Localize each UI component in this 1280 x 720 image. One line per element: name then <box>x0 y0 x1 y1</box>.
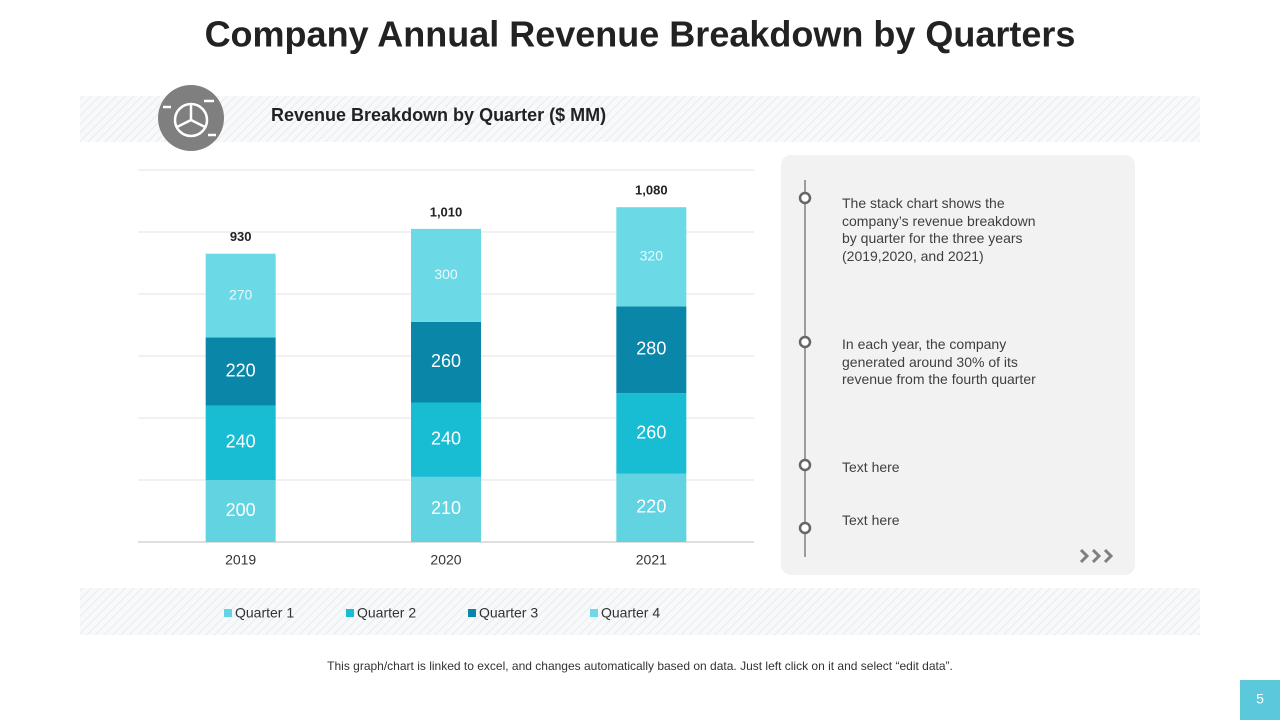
bar-segment <box>205 337 276 406</box>
legend-swatch <box>224 609 232 617</box>
legend-label: Quarter 1 <box>235 605 294 621</box>
bar-segment <box>616 393 687 474</box>
page-box <box>1240 680 1280 720</box>
data-label: 220 <box>226 360 256 380</box>
bar-segment <box>616 306 687 394</box>
data-label: 260 <box>636 422 666 442</box>
note: Text here <box>842 459 900 475</box>
note: Text here <box>842 512 900 528</box>
total-label: 1,080 <box>635 183 668 198</box>
total-label: 930 <box>230 229 252 244</box>
note: In each year, the company generated arou… <box>842 336 1036 387</box>
legend-swatch <box>468 609 476 617</box>
slide-title: Company Annual Revenue Breakdown by Quar… <box>205 14 1076 55</box>
bar-segment <box>411 321 481 403</box>
legend-label: Quarter 4 <box>601 605 660 621</box>
notes-panel <box>781 155 1135 575</box>
timeline-dots <box>798 191 812 535</box>
bar-segment <box>411 476 481 542</box>
pie-icon-glyph <box>163 99 216 138</box>
x-tick-label: 2020 <box>430 552 461 568</box>
chart-title: Revenue Breakdown by Quarter ($ MM) <box>271 105 606 125</box>
x-tick-label: 2019 <box>225 552 256 568</box>
bar-segment <box>205 253 276 338</box>
bar-segment <box>616 473 687 542</box>
bar-segment <box>205 405 276 480</box>
data-label: 300 <box>434 266 458 282</box>
data-label: 240 <box>431 428 461 448</box>
legend-swatch <box>590 609 598 617</box>
bar-segment <box>411 228 481 322</box>
data-label: 240 <box>226 432 256 452</box>
data-label: 280 <box>636 339 666 359</box>
legend-band <box>80 588 1200 635</box>
page-number: 5 <box>1256 691 1264 707</box>
data-label: 260 <box>431 351 461 371</box>
bar-segment <box>616 207 687 307</box>
bar-segment <box>205 480 276 542</box>
legend-label: Quarter 2 <box>357 605 416 621</box>
data-label: 270 <box>229 286 253 302</box>
chevrons <box>1079 548 1114 564</box>
legend-label: Quarter 3 <box>479 605 538 621</box>
data-label: 320 <box>640 248 664 264</box>
bar-segment <box>411 402 481 477</box>
title-band <box>80 96 1200 142</box>
footer-note: This graph/chart is linked to excel, and… <box>327 659 953 673</box>
note: The stack chart shows the company’s reve… <box>842 195 1036 264</box>
total-label: 1,010 <box>430 204 463 219</box>
x-tick-label: 2021 <box>636 552 667 568</box>
legend-swatch <box>346 609 354 617</box>
data-label: 200 <box>226 500 256 520</box>
data-label: 210 <box>431 498 461 518</box>
data-label: 220 <box>636 497 666 517</box>
